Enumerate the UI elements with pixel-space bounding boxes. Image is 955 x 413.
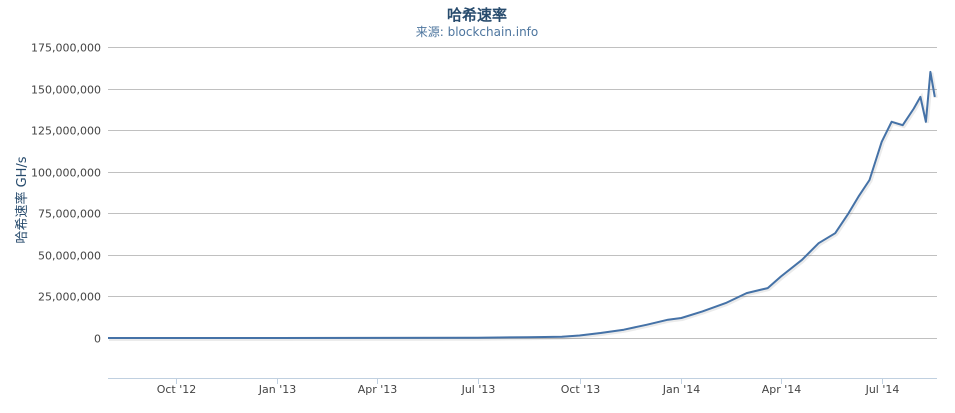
x-tick-label: Jan '14	[662, 383, 700, 396]
y-tick-label: 75,000,000	[38, 208, 101, 221]
y-tick-label: 50,000,000	[38, 250, 101, 263]
y-axis-ticks: 0 25,000,000 50,000,000 75,000,000 100,000,0…	[31, 42, 101, 346]
y-tick-label: 125,000,000	[31, 125, 101, 138]
series-shadow	[109, 73, 936, 339]
x-tick-label: Jul '13	[461, 383, 496, 396]
x-tick-label: Apr '13	[358, 383, 398, 396]
y-tick-label: 25,000,000	[38, 291, 101, 304]
grid-lines	[108, 48, 937, 339]
x-axis: Oct '12 Jan '13 Apr '13 Jul '13 Oct '13 Jan '…	[108, 378, 937, 396]
chart-subtitle: 来源: blockchain.info	[416, 25, 539, 39]
x-tick-label: Jan '13	[258, 383, 296, 396]
x-tick-label: Oct '12	[157, 383, 197, 396]
x-tick-label: Oct '13	[561, 383, 601, 396]
x-tick-label: Apr '14	[762, 383, 802, 396]
y-axis-label: 哈希速率 GH/s	[14, 156, 30, 243]
series-layer	[108, 72, 936, 339]
chart-title: 哈希速率	[447, 6, 507, 24]
y-tick-label: 175,000,000	[31, 42, 101, 55]
x-tick-label: Jul '14	[865, 383, 900, 396]
y-tick-label: 100,000,000	[31, 167, 101, 180]
y-tick-label: 0	[94, 333, 101, 346]
hashrate-series-line	[108, 72, 935, 338]
y-tick-label: 150,000,000	[31, 84, 101, 97]
